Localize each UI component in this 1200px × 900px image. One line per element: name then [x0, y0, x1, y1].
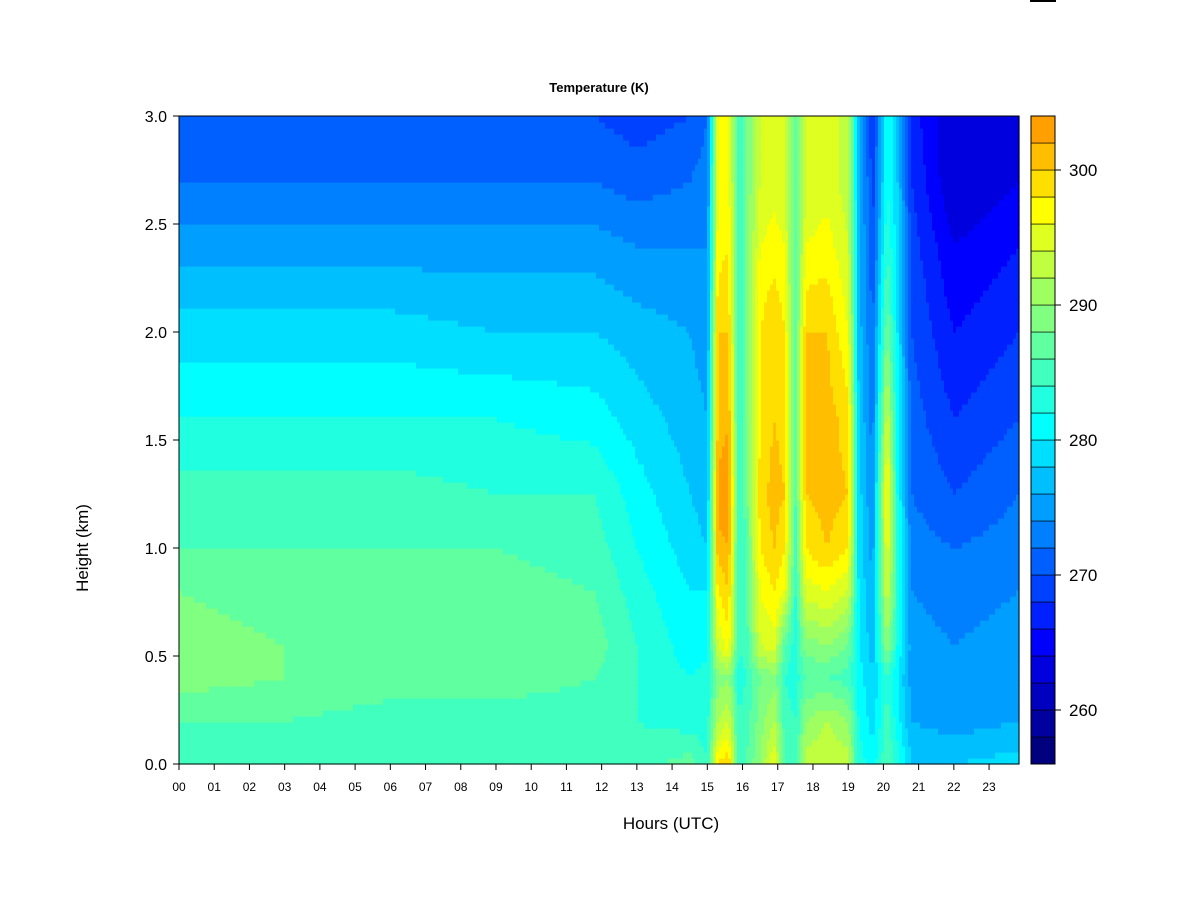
chart-title: Temperature (K)	[549, 80, 648, 95]
heatmap-cells	[179, 116, 1020, 765]
heatmap-plot-area	[179, 116, 1020, 765]
